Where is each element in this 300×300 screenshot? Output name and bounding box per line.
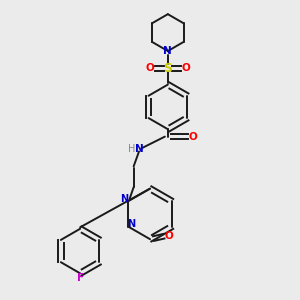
Text: N: N xyxy=(128,219,136,229)
Text: F: F xyxy=(76,273,84,283)
Text: O: O xyxy=(165,231,174,241)
Text: N: N xyxy=(121,194,129,204)
Text: N: N xyxy=(135,143,143,154)
Text: O: O xyxy=(189,132,197,142)
Text: N: N xyxy=(164,46,172,56)
Text: O: O xyxy=(145,63,154,73)
Text: O: O xyxy=(182,63,190,73)
Text: H: H xyxy=(128,143,135,154)
Text: S: S xyxy=(163,62,172,75)
